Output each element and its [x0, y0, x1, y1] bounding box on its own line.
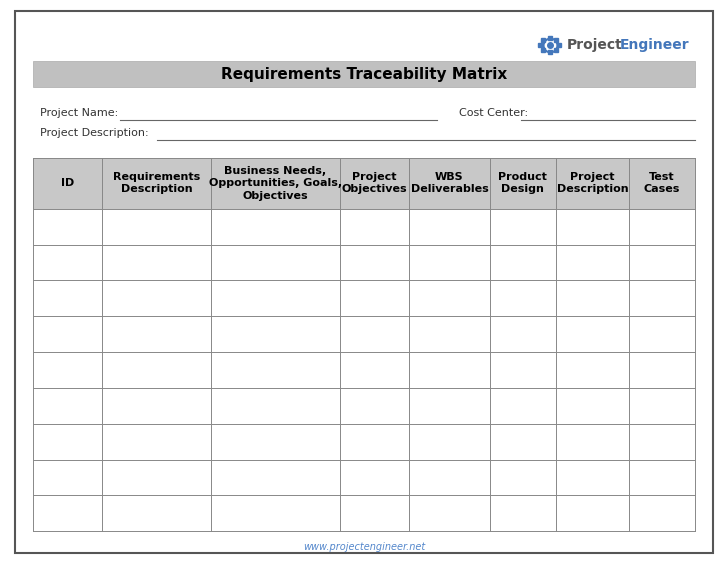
- Text: Project
Description: Project Description: [557, 172, 628, 195]
- Text: ID: ID: [61, 178, 74, 188]
- Text: Project
Objectives: Project Objectives: [341, 172, 407, 195]
- Text: Product
Design: Product Design: [498, 172, 547, 195]
- Text: Business Needs,
Opportunities, Goals,
Objectives: Business Needs, Opportunities, Goals, Ob…: [208, 166, 341, 201]
- FancyBboxPatch shape: [33, 61, 695, 87]
- Text: Engineer: Engineer: [620, 38, 689, 52]
- Text: Project Name:: Project Name:: [40, 108, 118, 118]
- Text: Project Description:: Project Description:: [40, 127, 149, 138]
- Text: Requirements
Description: Requirements Description: [113, 172, 200, 195]
- FancyBboxPatch shape: [15, 11, 713, 553]
- Text: Cost Center:: Cost Center:: [459, 108, 528, 118]
- Text: Test
Cases: Test Cases: [644, 172, 680, 195]
- Text: Project: Project: [566, 38, 622, 52]
- Text: WBS
Deliverables: WBS Deliverables: [411, 172, 488, 195]
- Text: www.projectengineer.net: www.projectengineer.net: [303, 542, 425, 552]
- Text: Requirements Traceability Matrix: Requirements Traceability Matrix: [221, 67, 507, 82]
- FancyBboxPatch shape: [33, 158, 695, 209]
